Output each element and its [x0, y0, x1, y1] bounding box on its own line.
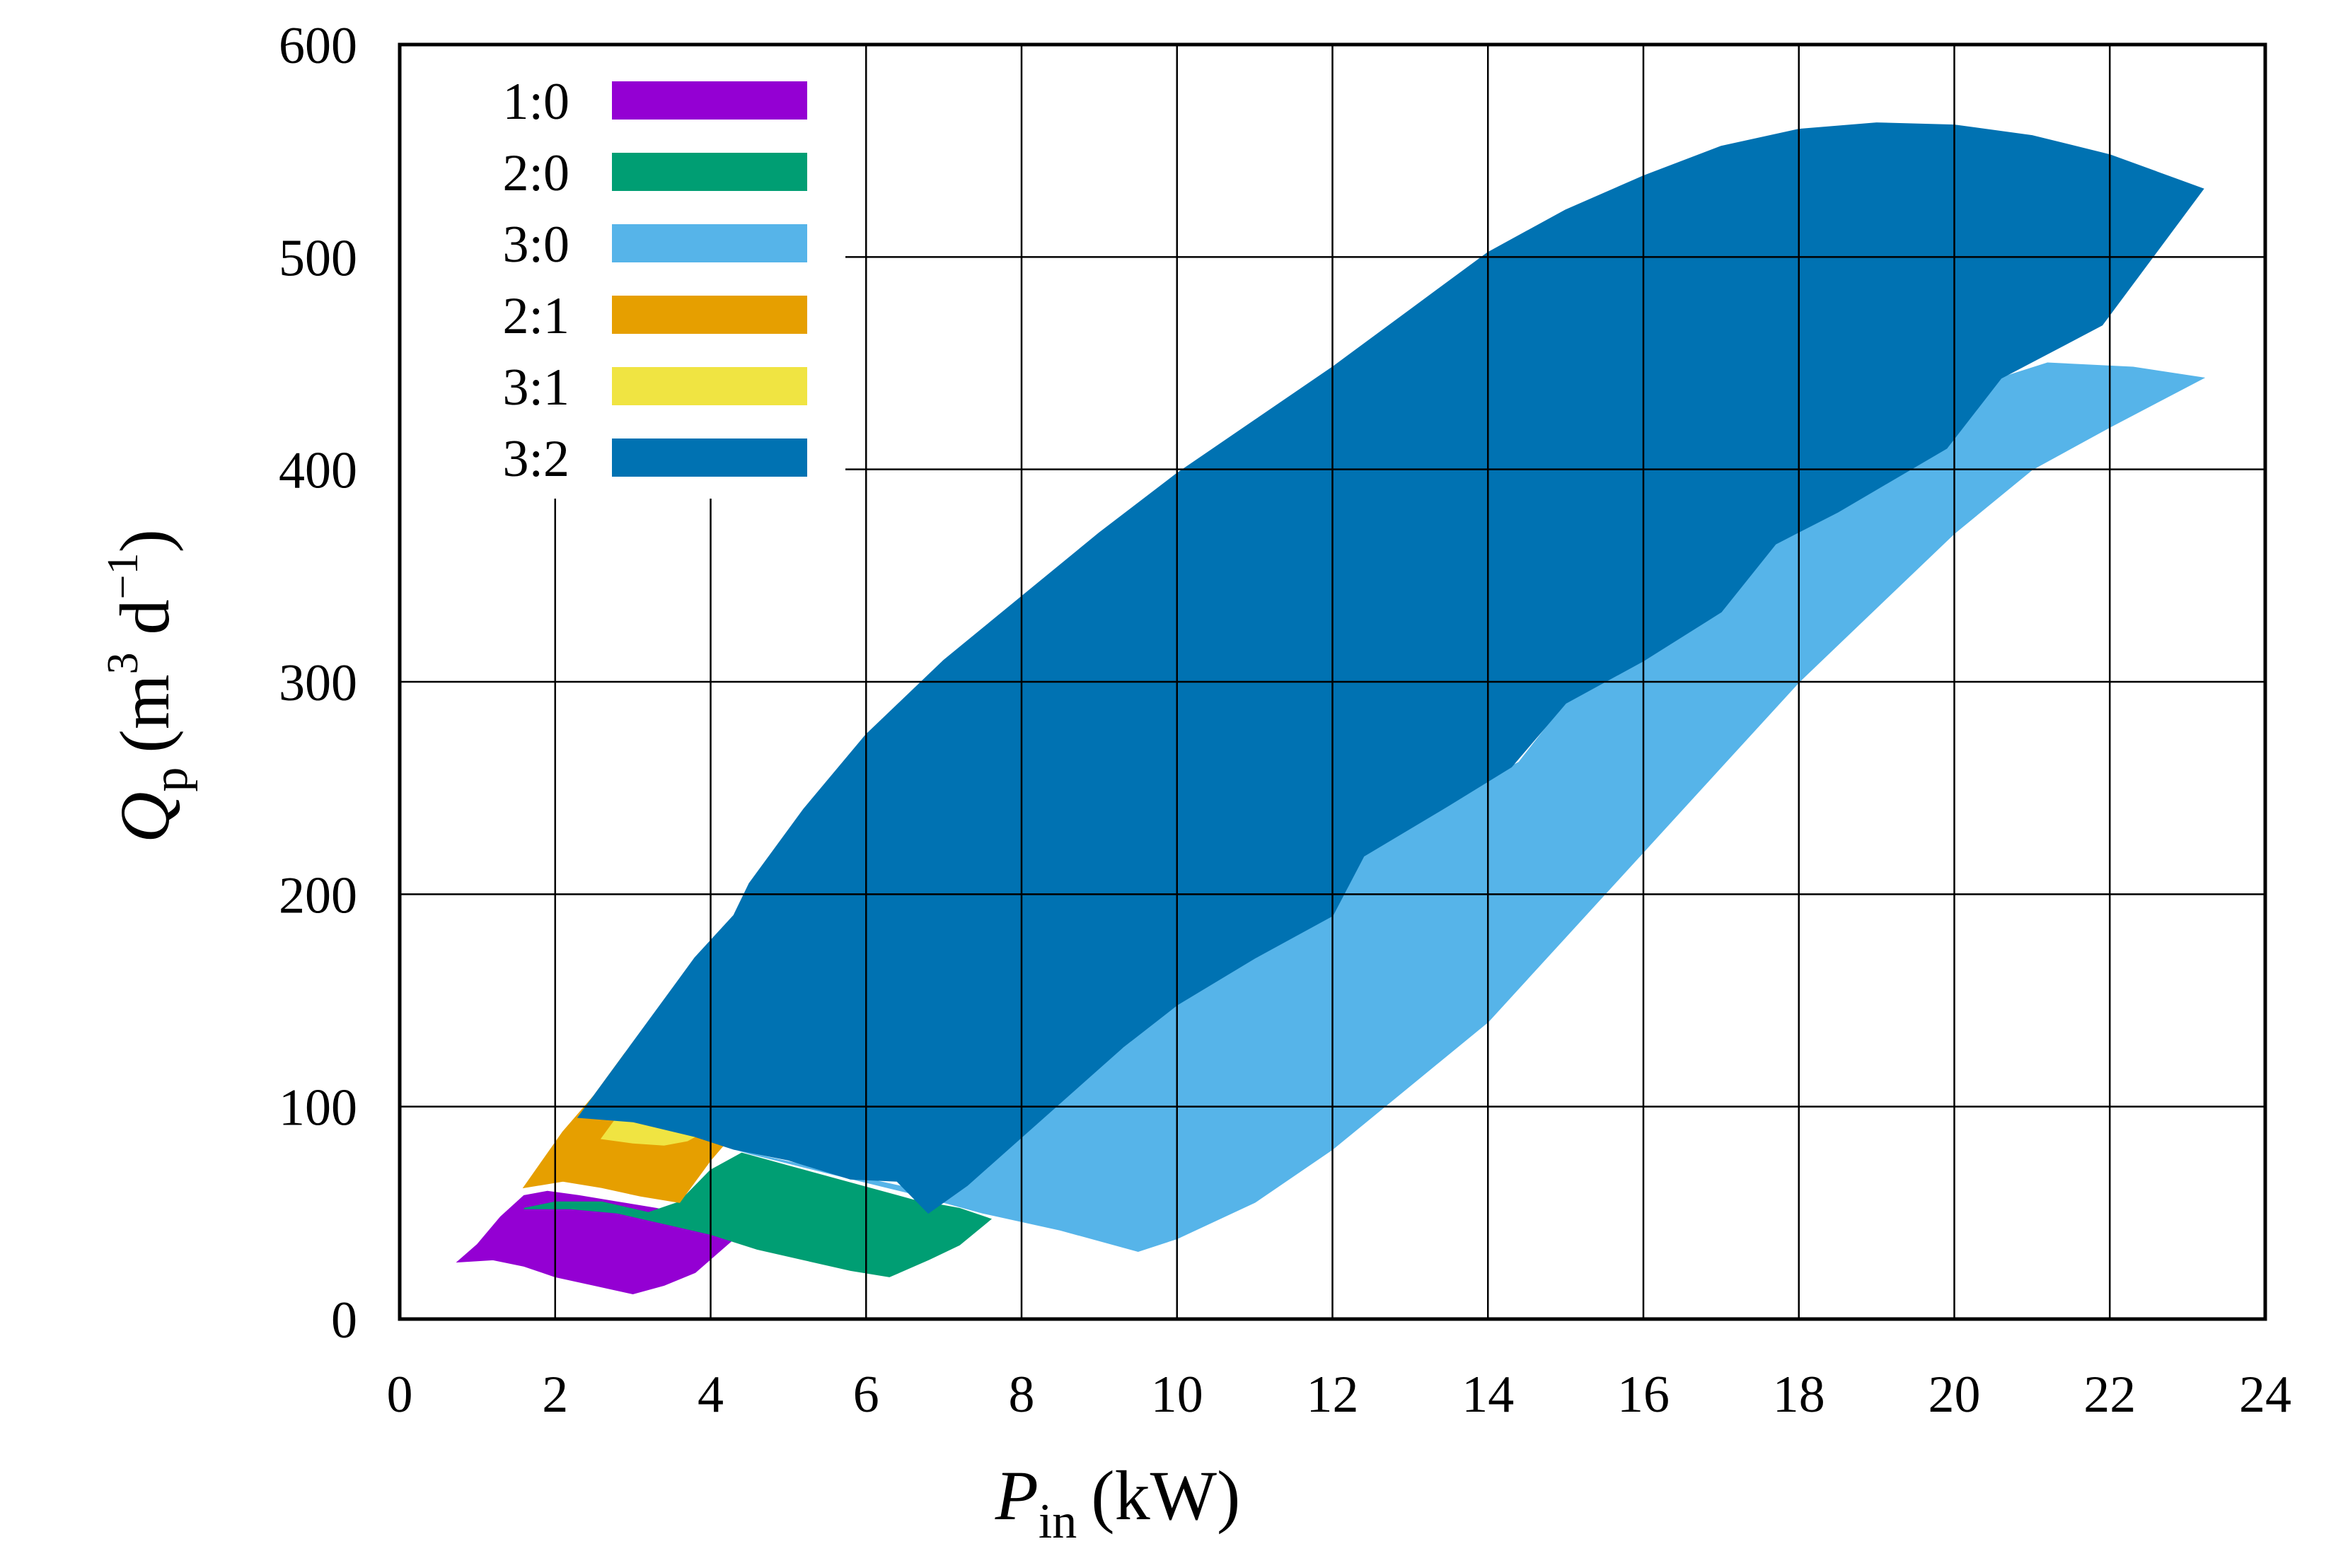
x-axis-unit: (kW) [1091, 1456, 1240, 1535]
x-tick-label-8: 8 [1009, 1366, 1035, 1424]
legend-label-3-1: 3:1 [502, 359, 569, 417]
x-tick-label-20: 20 [1928, 1366, 1981, 1424]
y-tick-label-500: 500 [279, 229, 357, 287]
legend-swatch-3-1 [612, 367, 807, 405]
y-tick-label-0: 0 [331, 1291, 357, 1349]
y-axis-unit-sup2: −1 [99, 553, 147, 600]
legend-swatch-3-0 [612, 224, 807, 262]
x-tick-label-18: 18 [1773, 1366, 1825, 1424]
area-2-0 [524, 1152, 993, 1277]
area-3-2 [577, 122, 2204, 1214]
y-axis-symbol: Q [105, 792, 184, 843]
y-tick-label-400: 400 [279, 442, 357, 500]
x-tick-label-24: 24 [2239, 1366, 2291, 1424]
y-tick-label-300: 300 [279, 654, 357, 712]
legend-swatch-2-1 [612, 296, 807, 334]
y-axis-unit-mid: d [105, 599, 184, 652]
legend-label-2-1: 2:1 [502, 287, 569, 345]
legend-background [453, 67, 838, 492]
x-tick-label-6: 6 [853, 1366, 879, 1424]
legend: 1:0 2:0 3:0 2:1 3:1 3:2 [453, 67, 838, 492]
y-axis-subscript: p [144, 767, 198, 792]
legend-swatch-2-0 [612, 153, 807, 191]
x-tick-label-2: 2 [542, 1366, 568, 1424]
legend-label-3-0: 3:0 [502, 216, 569, 274]
y-tick-label-200: 200 [279, 866, 357, 924]
grid [400, 45, 2265, 1319]
legend-label-3-2: 3:2 [502, 430, 569, 488]
legend-label-1-0: 1:0 [502, 73, 569, 131]
y-tick-label-100: 100 [279, 1079, 357, 1137]
x-tick-label-4: 4 [698, 1366, 724, 1424]
legend-swatch-1-0 [612, 81, 807, 120]
x-tick-label-10: 10 [1151, 1366, 1203, 1424]
x-tick-label-16: 16 [1617, 1366, 1670, 1424]
legend-swatch-3-2 [612, 439, 807, 477]
x-tick-label-12: 12 [1307, 1366, 1359, 1424]
y-axis-unit-close: ) [105, 529, 184, 552]
legend-label-2-0: 2:0 [502, 144, 569, 202]
y-tick-label-600: 600 [279, 17, 357, 75]
x-tick-label-22: 22 [2083, 1366, 2136, 1424]
y-axis-title: Qp (m3 d−1) [99, 529, 198, 843]
y-axis-unit-sup1: 3 [99, 652, 147, 674]
x-tick-label-0: 0 [387, 1366, 413, 1424]
y-axis-unit-open: (m [105, 674, 184, 753]
x-axis-subscript: in [1039, 1494, 1077, 1549]
plot-frame [398, 42, 2267, 1321]
x-tick-label-14: 14 [1462, 1366, 1514, 1424]
area-series [456, 122, 2206, 1295]
x-axis-symbol: P [995, 1456, 1039, 1535]
x-axis-title: Pin (kW) [995, 1456, 1241, 1549]
